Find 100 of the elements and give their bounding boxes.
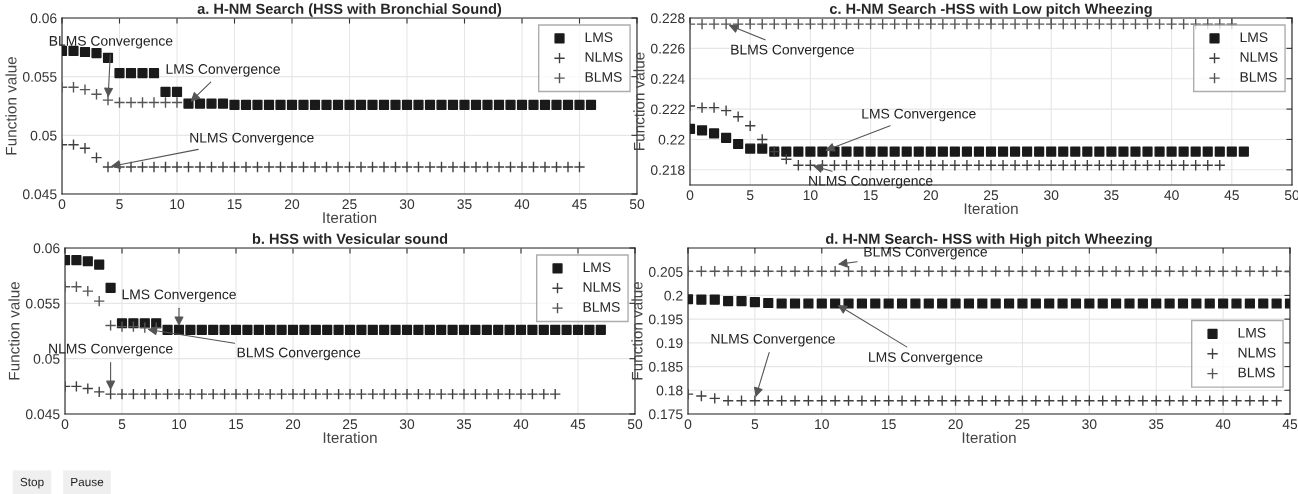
- point: [93, 295, 106, 307]
- point: [527, 324, 538, 335]
- y-tick-label: 0.06: [33, 243, 60, 254]
- point: [1238, 146, 1249, 157]
- point: [1021, 159, 1033, 172]
- point: [989, 265, 1002, 278]
- point: [869, 265, 882, 278]
- point: [830, 298, 841, 309]
- x-tick-label: 0: [684, 419, 692, 430]
- point: [1258, 298, 1269, 309]
- point: [780, 18, 793, 30]
- point: [1029, 394, 1042, 407]
- legend-label: BLMS: [1238, 367, 1275, 378]
- y-tick-label: 0.22: [658, 134, 685, 145]
- point: [1111, 298, 1122, 309]
- point: [1226, 146, 1237, 157]
- point: [1123, 394, 1136, 407]
- point: [515, 324, 527, 335]
- point: [900, 18, 913, 30]
- point: [990, 298, 1001, 309]
- point: [1016, 265, 1029, 278]
- point: [924, 159, 937, 172]
- y-tick-label: 0.218: [650, 165, 685, 175]
- point: [840, 159, 853, 172]
- point: [1083, 265, 1096, 278]
- point: [217, 161, 229, 173]
- point: [1081, 159, 1094, 172]
- point: [708, 128, 720, 139]
- point: [253, 324, 264, 335]
- point: [1257, 265, 1270, 278]
- legend-label: NLMS: [1238, 347, 1276, 358]
- point: [379, 324, 390, 335]
- point: [218, 388, 231, 400]
- point: [732, 18, 745, 30]
- point: [401, 99, 413, 110]
- y-axis-title: Function value: [631, 281, 643, 380]
- point: [562, 99, 574, 110]
- point: [79, 46, 91, 58]
- point: [138, 388, 151, 400]
- point: [816, 298, 827, 309]
- x-axis-title: Iteration: [323, 431, 377, 444]
- point: [1189, 159, 1202, 172]
- point: [936, 265, 949, 278]
- point: [961, 159, 973, 172]
- point: [949, 265, 962, 278]
- point: [90, 151, 103, 164]
- x-tick-label: 25: [1015, 419, 1030, 430]
- point: [856, 265, 868, 278]
- point: [91, 48, 102, 59]
- point: [125, 68, 137, 79]
- legend-label: NLMS: [585, 52, 623, 62]
- point: [961, 146, 973, 157]
- x-tick-label: 25: [342, 199, 357, 210]
- point: [793, 146, 804, 157]
- point: [241, 388, 254, 400]
- point: [194, 98, 206, 109]
- point: [1070, 394, 1082, 407]
- point: [1083, 394, 1096, 407]
- point: [413, 324, 424, 335]
- point: [551, 99, 562, 110]
- point: [1094, 146, 1105, 157]
- point: [70, 280, 83, 293]
- point: [1009, 18, 1021, 30]
- point: [913, 146, 924, 157]
- point: [137, 68, 148, 79]
- point: [228, 161, 241, 173]
- point: [148, 68, 160, 79]
- point: [1190, 265, 1203, 278]
- point: [125, 161, 137, 173]
- point: [1129, 159, 1142, 172]
- point: [985, 159, 997, 172]
- annotation: LMS Convergence: [869, 352, 983, 365]
- point: [1137, 298, 1148, 309]
- point: [1177, 265, 1189, 278]
- point: [936, 159, 949, 172]
- point: [572, 324, 584, 335]
- point: [470, 324, 481, 335]
- point: [1190, 146, 1201, 157]
- point: [1136, 394, 1149, 407]
- point: [309, 99, 321, 110]
- point: [1154, 146, 1165, 157]
- point: [1070, 146, 1081, 157]
- point: [912, 159, 925, 172]
- annotation: BLMS Convergence: [731, 44, 854, 58]
- point: [470, 161, 482, 173]
- point: [1166, 146, 1177, 157]
- point: [749, 265, 761, 278]
- point: [989, 394, 1002, 407]
- point: [757, 143, 768, 154]
- point: [528, 99, 539, 110]
- point: [963, 298, 975, 309]
- y-tick-label: 0.222: [650, 104, 685, 115]
- y-tick-label: 0.224: [650, 74, 685, 84]
- point: [435, 161, 448, 173]
- annotation: BLMS Convergence: [237, 347, 361, 361]
- point: [309, 388, 322, 400]
- chart-title: d. H-NM Search- HSS with High pitch Wheezing: [825, 233, 1152, 247]
- point: [976, 265, 989, 278]
- point: [1043, 394, 1056, 407]
- annotation: LMS Convergence: [166, 64, 280, 77]
